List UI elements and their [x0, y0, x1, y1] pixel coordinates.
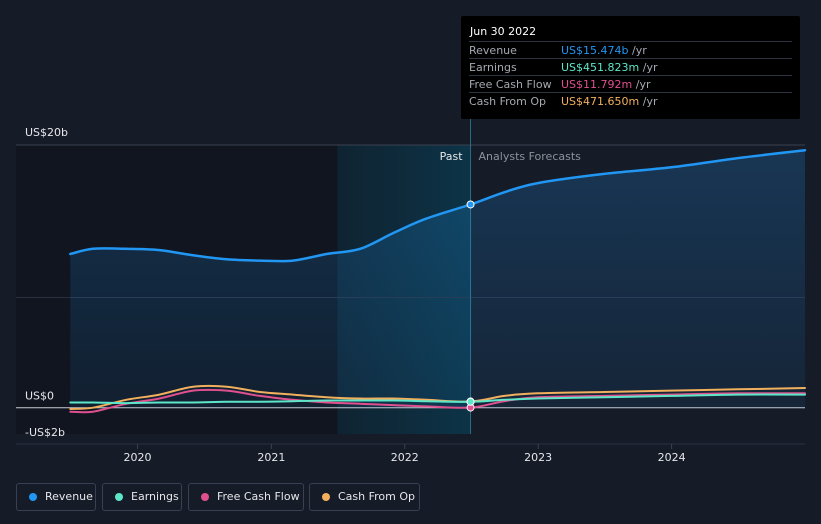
legend-item-revenue[interactable]: Revenue	[16, 483, 96, 511]
tooltip-row-free-cash-flow: Free Cash Flow US$11.792m /yr	[469, 75, 792, 93]
series-line-cash-from-op	[69, 384, 806, 410]
legend-label: Free Cash Flow	[217, 490, 300, 503]
tooltip-value: US$11.792m /yr	[561, 78, 651, 91]
tooltip-value: US$471.650m /yr	[561, 95, 658, 108]
marker-earnings	[466, 397, 475, 406]
legend-label: Earnings	[131, 490, 179, 503]
y-tick-label: US$20b	[25, 126, 68, 139]
tooltip-label: Free Cash Flow	[469, 78, 552, 91]
x-tick-label: 2023	[524, 451, 552, 464]
tooltip-value: US$15.474b /yr	[561, 44, 647, 57]
x-tick-label: 2024	[658, 451, 686, 464]
x-tick-label: 2022	[391, 451, 419, 464]
tooltip-row-cash-from-op: Cash From Op US$471.650m /yr	[469, 92, 792, 110]
series-line-earnings	[69, 393, 806, 405]
tooltip-date: Jun 30 2022	[470, 25, 537, 38]
forecast-label: Analysts Forecasts	[479, 150, 582, 163]
revenue-area	[70, 150, 806, 408]
legend-item-earnings[interactable]: Earnings	[102, 483, 182, 511]
legend-dot-icon	[29, 493, 37, 501]
marker-revenue	[466, 200, 475, 209]
legend-item-cash-from-op[interactable]: Cash From Op	[309, 483, 420, 511]
tooltip-value: US$451.823m /yr	[561, 61, 658, 74]
legend-dot-icon	[322, 493, 330, 501]
tooltip-row-earnings: Earnings US$451.823m /yr	[469, 58, 792, 76]
tooltip-label: Cash From Op	[469, 95, 547, 108]
y-tick-label: US$0	[25, 390, 54, 403]
past-label: Past	[440, 150, 464, 163]
hover-tooltip: Jun 30 2022 Revenue US$15.474b /yr Earni…	[461, 16, 800, 119]
legend-dot-icon	[201, 493, 209, 501]
x-tick-label: 2020	[124, 451, 152, 464]
series-line-revenue	[69, 149, 807, 263]
legend-item-free-cash-flow[interactable]: Free Cash Flow	[188, 483, 304, 511]
y-tick-label: -US$2b	[25, 426, 65, 439]
tooltip-label: Revenue	[469, 44, 517, 57]
tooltip-label: Earnings	[469, 61, 517, 74]
x-tick-label: 2021	[257, 451, 285, 464]
legend-label: Cash From Op	[338, 490, 416, 503]
legend-label: Revenue	[45, 490, 93, 503]
series-line-free-cash-flow	[69, 388, 806, 414]
legend-dot-icon	[115, 493, 123, 501]
tooltip-row-revenue: Revenue US$15.474b /yr	[469, 41, 792, 59]
